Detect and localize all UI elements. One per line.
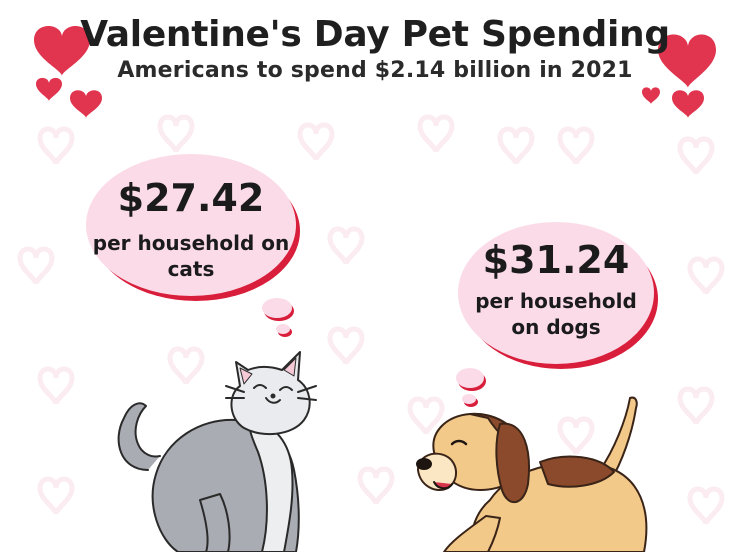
- dog-thought-dot: [462, 394, 476, 404]
- page-subtitle: Americans to spend $2.14 billion in 2021: [117, 58, 633, 83]
- heart-icon: [34, 25, 90, 76]
- heart-icon: [672, 90, 704, 118]
- cat-spending-caption: per household on cats: [86, 230, 296, 282]
- heart-icon: [642, 87, 660, 104]
- cat-spending-amount: $27.42: [117, 176, 265, 220]
- heart-icon: [70, 90, 102, 118]
- dog-spending-bubble: $31.24 per household on dogs: [458, 222, 654, 364]
- dog-caption-line-2: on dogs: [511, 315, 601, 339]
- cat-spending-bubble: $27.42 per household on cats: [86, 154, 296, 296]
- dog-thought-dot: [456, 368, 484, 388]
- cat-thought-dot: [262, 298, 292, 318]
- dog-spending-amount: $31.24: [482, 238, 630, 282]
- page-title: Valentine's Day Pet Spending: [80, 14, 670, 55]
- dog-spending-caption: per household on dogs: [458, 288, 654, 340]
- heart-icon: [658, 34, 716, 88]
- dog-caption-line-1: per household: [475, 289, 637, 313]
- cat-caption-line-1: per household on: [92, 231, 290, 255]
- heart-icon: [36, 77, 62, 101]
- cat-caption-line-2: cats: [167, 257, 215, 281]
- cat-thought-dot: [276, 324, 290, 334]
